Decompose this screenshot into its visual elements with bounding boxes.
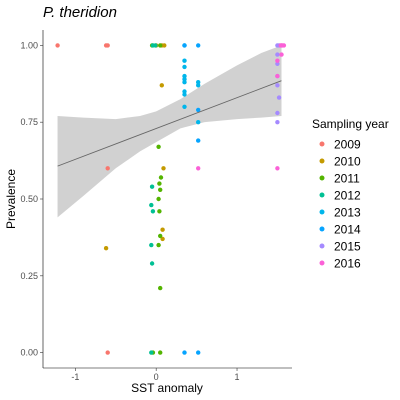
data-point-2013 — [182, 58, 187, 63]
data-point-2013 — [182, 92, 187, 97]
data-point-2014 — [196, 43, 201, 48]
y-tick-label: 0.00 — [20, 348, 38, 358]
data-point-2016 — [196, 166, 201, 171]
legend-key-2009 — [319, 141, 325, 147]
data-point-2011 — [158, 187, 163, 192]
data-point-2011 — [156, 242, 161, 248]
data-point-2013 — [196, 80, 201, 85]
legend-key-2011 — [319, 175, 325, 181]
y-tick-label: 1.00 — [20, 40, 38, 50]
legend-items: 2009 2010 2011 2012 2013 2014 2015 2016 — [319, 138, 361, 271]
legend-key-2013 — [319, 209, 325, 215]
legend-key-2014 — [319, 226, 325, 232]
legend-label-2013: 2013 — [334, 206, 361, 220]
data-point-2014 — [196, 138, 201, 143]
legend-label-2010: 2010 — [334, 155, 361, 169]
y-tick-label: 0.25 — [20, 271, 38, 281]
points-layer — [55, 43, 287, 355]
data-point-2015 — [275, 110, 280, 116]
data-point-2009 — [105, 350, 110, 355]
data-point-2011 — [158, 233, 163, 239]
data-point-2012 — [149, 350, 154, 355]
data-point-2016 — [275, 73, 280, 79]
data-point-2015 — [275, 83, 280, 88]
data-point-2009 — [105, 43, 110, 48]
data-point-2011 — [157, 181, 162, 186]
data-point-2016 — [275, 166, 280, 171]
y-axis-title: Prevalence — [4, 169, 18, 229]
legend-label-2015: 2015 — [334, 240, 361, 254]
data-point-2010 — [160, 236, 165, 242]
trend-line — [57, 80, 282, 167]
data-point-2013 — [182, 80, 187, 85]
data-point-2009 — [55, 43, 60, 48]
data-point-2012 — [149, 261, 155, 266]
data-point-2014 — [196, 350, 201, 355]
data-point-2012 — [149, 202, 154, 208]
data-point-2011 — [157, 209, 162, 214]
data-point-2011 — [156, 196, 161, 202]
y-tick-label: 0.50 — [20, 194, 38, 204]
ticks: -1 0 1 0.00 0.25 0.50 0.75 1.00 — [20, 40, 239, 382]
data-point-2013 — [182, 64, 187, 70]
confidence-band — [57, 45, 282, 218]
data-point-2015 — [275, 120, 280, 125]
trend-line-layer — [57, 80, 282, 167]
legend-label-2009: 2009 — [334, 138, 361, 152]
data-point-2014 — [196, 107, 201, 113]
data-point-2011 — [158, 175, 164, 180]
data-point-2013 — [182, 73, 187, 79]
legend-key-2016 — [319, 260, 325, 266]
y-tick-label: 0.75 — [20, 117, 38, 127]
x-tick-label: 1 — [235, 372, 240, 382]
data-point-2015 — [275, 52, 280, 57]
data-point-2016 — [281, 43, 287, 48]
data-point-2016 — [279, 52, 284, 57]
data-point-2012 — [153, 43, 158, 48]
data-point-2012 — [149, 184, 155, 189]
data-point-2011 — [158, 350, 163, 355]
legend: Sampling year 20092010201120122013201420… — [312, 117, 389, 271]
data-point-2010 — [162, 43, 167, 48]
x-tick-label: 0 — [154, 372, 159, 382]
legend-label-2014: 2014 — [334, 223, 361, 237]
confidence-band-layer — [57, 45, 282, 218]
data-point-2016 — [275, 58, 280, 63]
data-point-2015 — [276, 95, 282, 100]
data-point-2012 — [149, 242, 154, 248]
data-point-2015 — [275, 61, 280, 66]
chart-title: P. theridion — [43, 4, 117, 21]
legend-label-2012: 2012 — [334, 189, 361, 203]
data-point-2009 — [105, 166, 110, 171]
data-point-2014 — [182, 350, 187, 355]
data-point-2010 — [103, 246, 109, 251]
data-point-2013 — [182, 104, 187, 110]
data-point-2011 — [158, 43, 163, 48]
data-point-2010 — [159, 83, 164, 88]
data-point-2013 — [196, 120, 201, 125]
legend-label-2016: 2016 — [334, 257, 361, 271]
data-point-2011 — [156, 144, 161, 149]
legend-title: Sampling year — [312, 117, 389, 131]
data-point-2010 — [160, 227, 165, 232]
legend-key-2015 — [319, 243, 325, 249]
x-tick-label: -1 — [71, 372, 79, 382]
x-axis-title: SST anomaly — [131, 381, 203, 395]
data-point-2010 — [161, 166, 166, 171]
data-point-2013 — [196, 83, 201, 88]
legend-label-2011: 2011 — [334, 172, 360, 186]
data-point-2011 — [158, 285, 163, 291]
legend-key-2010 — [319, 158, 325, 164]
data-point-2012 — [150, 209, 156, 214]
legend-key-2012 — [319, 192, 325, 198]
data-point-2014 — [182, 43, 187, 48]
